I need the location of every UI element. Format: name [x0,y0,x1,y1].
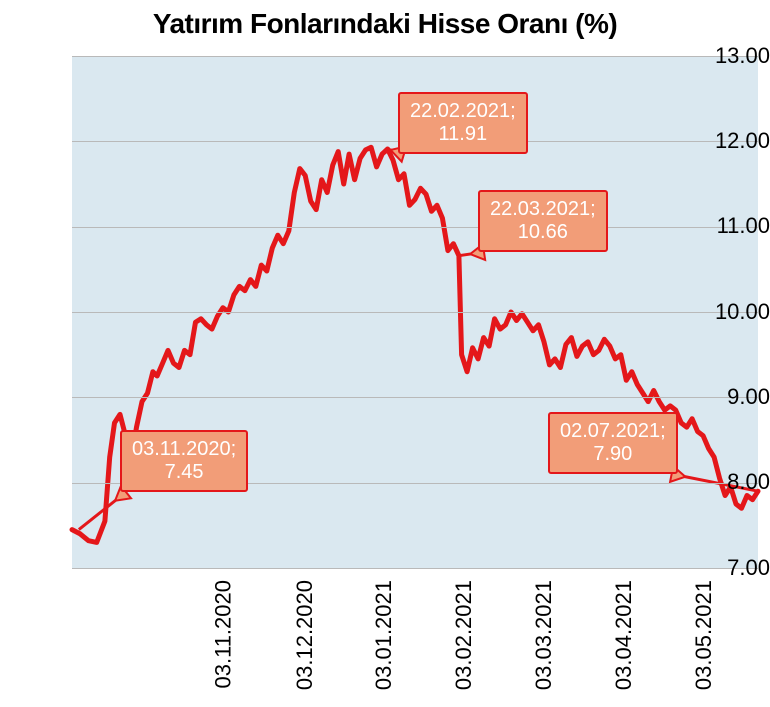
callout: 02.07.2021;7.90 [548,412,678,474]
callout: 22.02.2021;11.91 [398,92,528,154]
y-tick-label: 7.00 [708,555,770,581]
gridline [72,56,758,57]
callout: 22.03.2021;10.66 [478,190,608,252]
callout-value: 10.66 [490,221,596,244]
y-tick-label: 11.00 [708,213,770,239]
y-tick-label: 9.00 [708,384,770,410]
callout-date: 02.07.2021; [560,420,666,443]
gridline [72,227,758,228]
callout-value: 11.91 [410,123,516,146]
callout: 03.11.2020;7.45 [120,430,248,492]
x-tick-label: 03.03.2021 [531,580,557,690]
gridline [72,312,758,313]
x-tick-label: 03.01.2021 [372,580,398,690]
y-tick-label: 12.00 [708,128,770,154]
x-tick-label: 03.11.2020 [210,580,236,688]
x-tick-label: 03.04.2021 [611,580,637,690]
callout-date: 03.11.2020; [132,438,236,461]
gridline [72,568,758,569]
y-tick-label: 10.00 [708,299,770,325]
x-tick-label: 03.02.2021 [451,580,477,690]
callout-date: 22.02.2021; [410,100,516,123]
chart-container: Yatırım Fonlarındaki Hisse Oranı (%) 7.0… [0,0,770,707]
callout-date: 22.03.2021; [490,198,596,221]
callout-value: 7.90 [560,443,666,466]
x-tick-label: 03.05.2021 [691,580,717,690]
callout-value: 7.45 [132,461,236,484]
y-tick-label: 13.00 [708,43,770,69]
x-tick-label: 03.12.2020 [292,580,318,690]
y-tick-label: 8.00 [708,469,770,495]
gridline [72,397,758,398]
